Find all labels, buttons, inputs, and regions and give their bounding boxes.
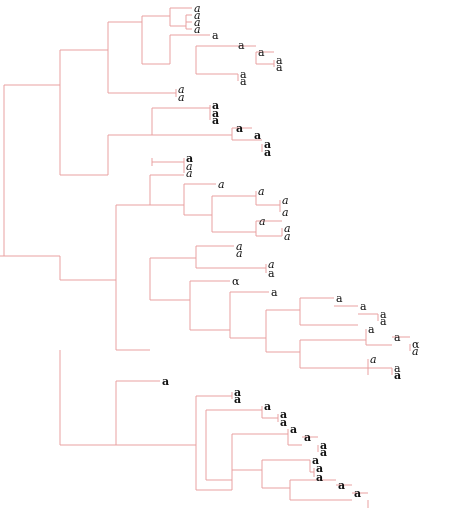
- tip-label: a: [212, 29, 219, 42]
- tip-label: α: [232, 275, 240, 288]
- tip-label: a: [238, 39, 245, 52]
- tip-label: a: [316, 471, 323, 484]
- tip-label: a: [194, 9, 201, 22]
- tip-label: a: [354, 487, 361, 500]
- tip-label: a: [320, 446, 327, 459]
- tip-label: α: [412, 338, 420, 351]
- tip-label: a: [336, 292, 343, 305]
- tip-label: a: [194, 16, 201, 29]
- tip-label: a: [268, 258, 275, 271]
- tip-label: a: [212, 114, 219, 127]
- tip-label: a: [162, 375, 169, 388]
- tip-label: a: [212, 99, 219, 112]
- tip-label: a: [254, 129, 261, 142]
- tip-label: a: [236, 122, 243, 135]
- tip-label: a: [234, 393, 241, 406]
- tip-label: a: [259, 215, 266, 228]
- tip-label: a: [234, 386, 241, 399]
- tip-label: a: [370, 353, 377, 366]
- tip-label: a: [178, 83, 185, 96]
- tip-label: a: [276, 61, 283, 74]
- tip-label: a: [212, 107, 219, 120]
- tip-label: a: [338, 479, 345, 492]
- tip-label: a: [186, 160, 193, 173]
- tip-label: a: [258, 185, 265, 198]
- tip-label: a: [412, 345, 419, 358]
- tip-label: a: [240, 68, 247, 81]
- tip-label: a: [218, 178, 225, 191]
- tip-label: a: [394, 369, 401, 382]
- tip-label: a: [280, 416, 287, 429]
- tip-label: a: [290, 423, 297, 436]
- tip-label: a: [264, 146, 271, 159]
- tip-label: a: [368, 323, 375, 336]
- tip-label: a: [258, 46, 265, 59]
- tip-label: a: [186, 167, 193, 180]
- tip-label: a: [360, 300, 367, 313]
- tip-label: a: [380, 315, 387, 328]
- tip-label: a: [284, 230, 291, 243]
- tip-label: a: [236, 240, 243, 253]
- tip-label: a: [282, 194, 289, 207]
- tip-label: a: [186, 152, 193, 165]
- tip-label: a: [268, 267, 275, 280]
- tip-label: a: [394, 331, 401, 344]
- tip-label: a: [236, 247, 243, 260]
- tip-label: a: [264, 138, 271, 151]
- tip-label: a: [264, 400, 271, 413]
- dendrogram-branches: [0, 7, 411, 508]
- tip-label: a: [312, 454, 319, 467]
- tip-label: a: [394, 362, 401, 375]
- tip-label: a: [240, 75, 247, 88]
- tip-label: a: [178, 91, 185, 104]
- tip-label: a: [282, 206, 289, 219]
- tip-label: a: [316, 462, 323, 475]
- tip-label: a: [194, 2, 201, 15]
- tip-label: a: [380, 308, 387, 321]
- tip-label: a: [320, 439, 327, 452]
- tip-label: a: [271, 286, 278, 299]
- tip-label: a: [280, 408, 287, 421]
- tip-label: a: [304, 431, 311, 444]
- tip-label: a: [276, 54, 283, 67]
- tip-label: a: [194, 23, 201, 36]
- tip-label: a: [284, 222, 291, 235]
